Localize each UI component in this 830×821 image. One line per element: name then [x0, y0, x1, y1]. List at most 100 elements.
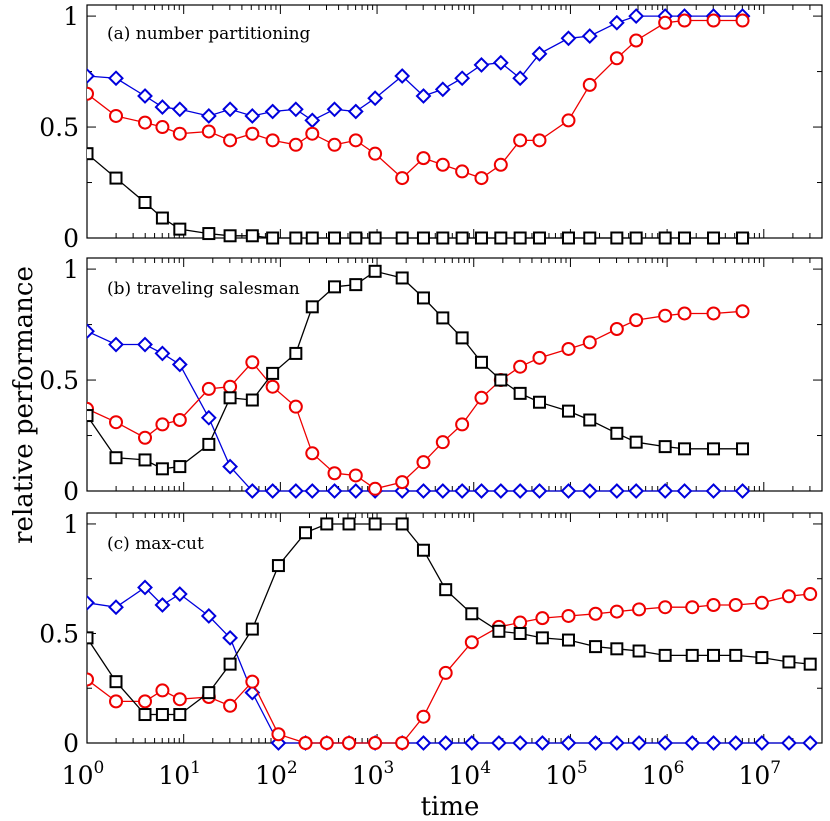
data-point-circle — [438, 665, 453, 680]
data-point-diamond — [287, 483, 304, 499]
data-point-circle — [368, 146, 383, 161]
data-point-circle — [513, 133, 528, 148]
data-point-square — [202, 227, 216, 241]
data-point-circle — [288, 137, 303, 152]
data-point-square — [589, 640, 603, 654]
data-point-square — [87, 631, 94, 645]
data-point-circle — [735, 304, 750, 319]
data-point-circle — [87, 86, 94, 101]
data-point-square — [629, 435, 643, 449]
data-point-square — [368, 231, 382, 245]
data-point-diamond — [108, 599, 124, 616]
data-point-diamond — [490, 735, 507, 751]
data-point-square — [266, 231, 280, 245]
data-point-circle — [513, 615, 528, 630]
series-square — [87, 147, 750, 245]
data-point-circle — [781, 589, 796, 604]
series-line-square — [87, 270, 743, 470]
data-point-diamond — [705, 483, 722, 499]
panel-title: (b) traveling salesman — [107, 279, 300, 299]
data-point-square — [109, 171, 123, 185]
data-point-diamond — [154, 597, 171, 613]
data-point-diamond — [415, 483, 432, 499]
data-point-diamond — [705, 735, 722, 751]
data-point-diamond — [326, 483, 343, 499]
data-point-diamond — [154, 99, 171, 115]
data-point-diamond — [347, 103, 364, 120]
data-point-diamond — [434, 483, 451, 499]
panel-traveling-salesman: (b) traveling salesman 0 0.5 1 — [39, 255, 823, 506]
data-point-circle — [658, 15, 673, 30]
data-point-diamond — [87, 323, 95, 340]
data-point-circle — [754, 595, 769, 610]
data-point-diamond — [171, 101, 188, 118]
panel-title: (a) number partitioning — [107, 24, 311, 44]
data-point-square — [492, 624, 506, 638]
x-tick-label: 100 — [62, 758, 105, 790]
data-point-diamond — [512, 735, 529, 751]
y-tick-label: 1 — [63, 255, 79, 284]
data-point-circle — [532, 350, 547, 365]
data-point-diamond — [171, 356, 188, 373]
y-axis-label: relative performance — [9, 266, 39, 544]
series-line-circle — [87, 19, 743, 179]
series-square — [87, 517, 817, 722]
data-point-circle — [464, 635, 479, 650]
data-point-diamond — [264, 483, 281, 499]
data-point-square — [155, 211, 169, 225]
data-point-circle — [685, 600, 700, 615]
data-point-circle — [172, 412, 187, 427]
data-point-square — [494, 373, 508, 387]
data-point-square — [138, 708, 152, 722]
data-point-circle — [245, 126, 260, 141]
data-point-diamond — [473, 483, 490, 499]
series-circle — [87, 587, 818, 750]
data-point-square — [320, 517, 334, 531]
data-point-circle — [348, 133, 363, 148]
data-point-circle — [474, 390, 489, 405]
data-point-diamond — [684, 735, 701, 751]
data-point-circle — [658, 308, 673, 323]
data-point-diamond — [473, 57, 490, 73]
data-point-circle — [319, 736, 334, 750]
data-point-diamond — [608, 735, 625, 751]
data-point-circle — [629, 313, 644, 328]
data-point-circle — [155, 120, 170, 135]
data-point-square — [416, 543, 430, 557]
data-point-circle — [155, 683, 170, 698]
x-tick-label: 104 — [448, 758, 491, 790]
data-point-diamond — [264, 103, 281, 120]
data-point-square — [610, 642, 624, 656]
data-point-square — [629, 231, 643, 245]
data-point-diamond — [171, 586, 188, 602]
data-point-diamond — [108, 70, 124, 87]
data-point-diamond — [727, 735, 744, 751]
data-point-diamond — [454, 483, 471, 499]
data-point-square — [395, 517, 409, 531]
data-point-diamond — [244, 483, 261, 499]
data-point-square — [707, 231, 721, 245]
data-point-square — [513, 231, 527, 245]
data-point-circle — [532, 133, 547, 148]
data-point-circle — [416, 709, 431, 724]
data-point-circle — [201, 124, 216, 139]
x-tick-label: 105 — [545, 758, 588, 790]
data-point-square — [395, 231, 409, 245]
data-point-square — [223, 391, 237, 405]
panel-title: (c) max-cut — [107, 534, 204, 554]
data-point-square — [455, 331, 469, 345]
data-point-circle — [455, 417, 470, 432]
data-point-circle — [368, 736, 383, 750]
data-point-square — [685, 648, 699, 662]
data-point-square — [245, 229, 259, 243]
data-point-diamond — [137, 88, 153, 104]
data-point-circle — [677, 13, 692, 28]
data-point-square — [736, 231, 750, 245]
data-point-square — [395, 271, 409, 285]
data-point-diamond — [222, 458, 239, 475]
data-point-square — [138, 453, 152, 467]
data-point-circle — [265, 133, 280, 148]
data-point-circle — [658, 600, 673, 615]
data-point-diamond — [628, 8, 645, 25]
